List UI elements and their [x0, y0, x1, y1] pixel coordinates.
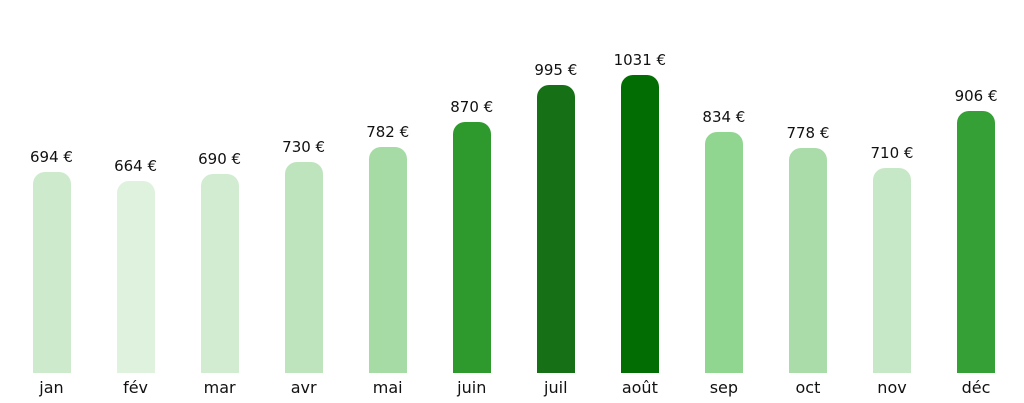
x-axis-tick-label: nov [877, 378, 907, 397]
bar-group: 1031 € août [598, 0, 682, 403]
bar-value-label: 694 € [30, 148, 73, 167]
bar-value-label: 778 € [786, 124, 830, 143]
bar [873, 167, 911, 373]
x-axis-tick-label: sep [709, 378, 739, 397]
bar-group: 664 € fév [94, 0, 178, 403]
bar-value-label: 664 € [114, 157, 158, 176]
bar-group: 730 € avr [262, 0, 346, 403]
bar-group: 694 € jan [10, 0, 94, 403]
bar-group: 995 € juil [514, 0, 598, 403]
x-axis-tick-label: jan [39, 378, 64, 397]
bar [200, 173, 239, 373]
bar [957, 111, 996, 373]
bar-value-label: 1031 € [613, 51, 667, 69]
bar-group: 782 € mai [346, 0, 430, 403]
bar [704, 131, 743, 373]
x-axis-tick-label: déc [961, 378, 991, 397]
bar [368, 146, 407, 373]
x-axis-tick-label: juil [544, 378, 568, 397]
bar-value-label: 782 € [366, 122, 410, 141]
bar [284, 162, 323, 373]
bar-group: 906 € déc [934, 0, 1018, 403]
x-axis-tick-label: mar [203, 378, 236, 397]
x-axis-tick-label: mai [372, 378, 403, 397]
bar-group: 710 € nov [850, 0, 934, 403]
bar-value-label: 730 € [282, 138, 326, 157]
x-axis-tick-label: juin [457, 378, 487, 397]
bar [32, 172, 71, 373]
x-axis-tick-label: oct [795, 378, 821, 397]
bar-value-label: 906 € [954, 87, 998, 106]
bar-value-label: 690 € [198, 149, 242, 168]
bar-group: 834 € sep [682, 0, 766, 403]
bar-value-label: 710 € [870, 143, 914, 162]
bar [116, 181, 155, 373]
bar [788, 148, 827, 373]
x-axis-tick-label: fév [123, 378, 149, 397]
bar [536, 85, 575, 373]
bar-value-label: 834 € [702, 107, 746, 126]
bar-group: 870 € juin [430, 0, 514, 403]
bar [620, 75, 659, 373]
bar [452, 121, 491, 373]
bar-value-label: 995 € [534, 61, 578, 80]
bar-group: 778 € oct [766, 0, 850, 403]
bar-group: 690 € mar [178, 0, 262, 403]
bar-value-label: 870 € [450, 97, 494, 116]
x-axis-tick-label: août [621, 378, 658, 397]
x-axis-tick-label: avr [290, 378, 317, 397]
